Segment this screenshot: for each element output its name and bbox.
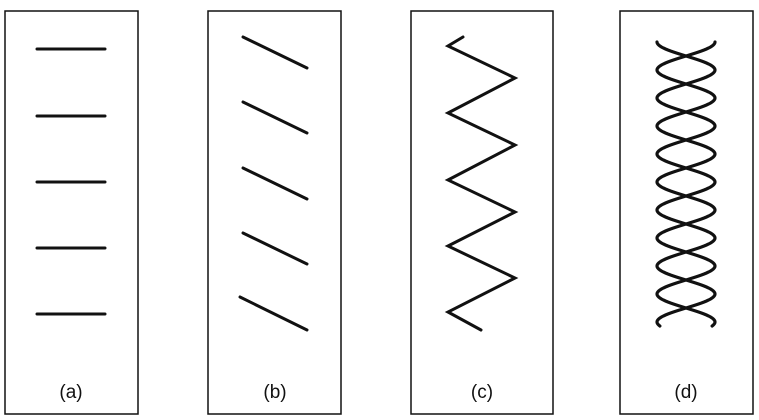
panel-a-segments — [35, 47, 107, 316]
panel-a-frame — [4, 10, 139, 415]
panel-d-frame — [619, 10, 754, 415]
helix-strand-2 — [655, 40, 717, 328]
tilted-segment — [241, 100, 309, 135]
tilted-segment — [241, 231, 309, 266]
panel-b: (b) — [207, 10, 342, 415]
panel-c-frame — [410, 10, 554, 415]
panel-a-caption: (a) — [59, 382, 82, 403]
panel-a: (a) — [4, 10, 139, 415]
panel-b-segments — [238, 35, 309, 332]
helix-strand-1 — [655, 40, 717, 328]
panel-c: (c) — [410, 10, 554, 415]
tilted-segment — [238, 295, 309, 332]
panel-b-caption: (b) — [263, 382, 286, 403]
zigzag-chain — [444, 35, 519, 332]
panel-b-frame — [207, 10, 342, 415]
panel-d: (d) — [619, 10, 754, 415]
panel-d-caption: (d) — [674, 382, 697, 403]
tilted-segment — [241, 35, 309, 70]
panel-c-caption: (c) — [471, 382, 493, 403]
tilted-segment — [241, 166, 309, 201]
